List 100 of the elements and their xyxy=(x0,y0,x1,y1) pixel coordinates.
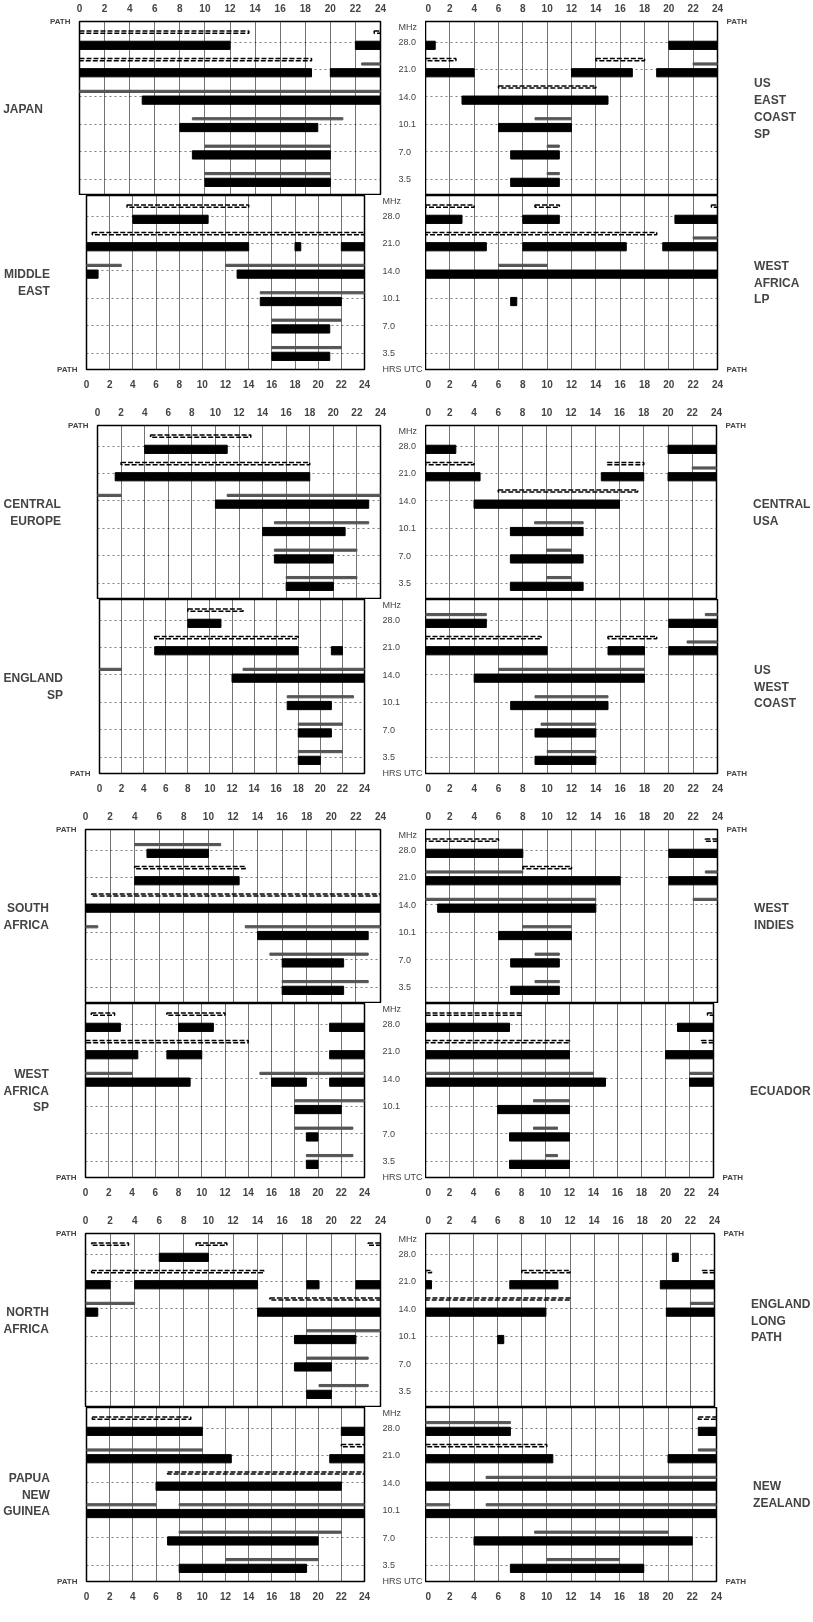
bar xyxy=(166,1050,203,1060)
x-tick-label: 0 xyxy=(82,1186,89,1198)
y-tick-label: 14.0 xyxy=(398,899,417,910)
x-tick-label: 10 xyxy=(541,406,553,418)
x-tick-label: 2 xyxy=(447,378,454,390)
x-tick-label: 6 xyxy=(495,782,502,794)
bar xyxy=(166,1012,226,1017)
bar xyxy=(286,695,354,699)
bar xyxy=(510,296,518,307)
bar xyxy=(668,646,718,656)
bar xyxy=(659,1280,715,1290)
y-tick-label: 14.0 xyxy=(398,495,417,506)
bar xyxy=(271,324,331,334)
bar xyxy=(498,930,572,941)
x-tick-label: 6 xyxy=(156,810,163,822)
y-tick-label: 28.0 xyxy=(382,1423,401,1434)
bar xyxy=(204,171,331,176)
x-tick-label: 12 xyxy=(565,406,577,418)
y-tick-label: 10.1 xyxy=(398,119,417,130)
bar xyxy=(90,1242,130,1247)
y-tick-label: 3.5 xyxy=(398,578,412,589)
bar xyxy=(668,618,718,628)
bar xyxy=(425,870,524,874)
bar xyxy=(85,1307,99,1317)
x-tick-label: 2 xyxy=(446,406,453,418)
bar xyxy=(534,728,597,738)
text: PATH xyxy=(56,1576,78,1586)
bar xyxy=(667,444,717,454)
bar xyxy=(225,263,365,267)
y2-axis-title: WEST AFRICA LP xyxy=(754,258,800,307)
x-tick-label: 4 xyxy=(471,406,478,418)
bar xyxy=(534,1530,669,1534)
bar xyxy=(306,1329,381,1333)
bar xyxy=(281,985,345,995)
x-tick-label: 2 xyxy=(107,810,114,822)
y-tick-label: 7.0 xyxy=(398,954,412,965)
x-tick-label: 2 xyxy=(447,2,454,14)
bar xyxy=(534,755,597,765)
y-axis-title: MHz xyxy=(382,599,402,610)
y-axis-title: MHz xyxy=(382,195,402,206)
x-tick-label: 20 xyxy=(663,378,675,390)
x-tick-label: 6 xyxy=(495,378,502,390)
bar xyxy=(294,1104,342,1115)
text: PATH xyxy=(69,768,91,778)
x-tick-label: 22 xyxy=(683,1186,696,1198)
x-tick-label: 14 xyxy=(249,2,262,14)
bar xyxy=(86,269,99,279)
bar xyxy=(425,214,463,224)
bar xyxy=(257,930,369,941)
bar xyxy=(141,95,381,105)
y-tick-label: 3.5 xyxy=(398,1386,412,1397)
bar xyxy=(497,85,597,89)
bar xyxy=(231,673,365,683)
y2-axis-title: CENTRAL USA xyxy=(753,497,811,528)
x-tick-label: 8 xyxy=(176,1590,183,1602)
x-tick-label: 12 xyxy=(563,1186,576,1198)
x-tick-label: 6 xyxy=(494,1214,501,1226)
x-tick-label: 14 xyxy=(590,378,602,390)
bar xyxy=(85,1077,191,1087)
bar xyxy=(697,1426,717,1436)
bar xyxy=(259,296,342,307)
x-tick-label: 12 xyxy=(233,406,245,418)
bar xyxy=(86,1508,365,1519)
x-tick-label: 16 xyxy=(613,1590,626,1602)
x-tick-label: 2 xyxy=(101,2,108,14)
bar xyxy=(425,231,658,236)
x-tick-label: 2 xyxy=(118,782,125,794)
y2-axis-title: US EAST COAST SP xyxy=(754,76,797,141)
bar xyxy=(522,865,573,870)
bar xyxy=(425,204,475,209)
x-tick-label: 2 xyxy=(446,1186,453,1198)
text: ENGLAND SP xyxy=(3,671,64,702)
x-tick-label: 14 xyxy=(590,810,602,822)
x-tick-label: 24 xyxy=(710,406,723,418)
bar xyxy=(510,700,609,711)
x-tick-label: 16 xyxy=(265,1186,278,1198)
x-tick-label: 20 xyxy=(312,1186,324,1198)
bar xyxy=(329,1050,365,1060)
x-tick-label: 6 xyxy=(162,782,169,794)
bar xyxy=(178,1563,308,1573)
bar xyxy=(607,635,658,640)
bar xyxy=(97,493,122,497)
x-tick-label: 10 xyxy=(199,2,211,14)
x-tick-label: 2 xyxy=(106,378,113,390)
bar xyxy=(437,903,597,913)
x-tick-label: 18 xyxy=(638,406,650,418)
bar xyxy=(485,1475,717,1479)
x-tick-label: 4 xyxy=(471,810,478,822)
bar xyxy=(340,242,365,252)
x-tick-label: 6 xyxy=(494,1186,501,1198)
x-tick-label: 8 xyxy=(518,1186,525,1198)
x-tick-label: 0 xyxy=(425,1214,432,1226)
x-tick-label: 2 xyxy=(107,1214,114,1226)
x-tick-label: 20 xyxy=(324,2,337,14)
text: HRS UTC xyxy=(382,364,423,375)
x-tick-label: 22 xyxy=(687,378,700,390)
bar xyxy=(179,122,319,133)
bar xyxy=(546,575,572,580)
x-tick-label: 22 xyxy=(687,810,700,822)
x-tick-label: 6 xyxy=(156,1214,163,1226)
